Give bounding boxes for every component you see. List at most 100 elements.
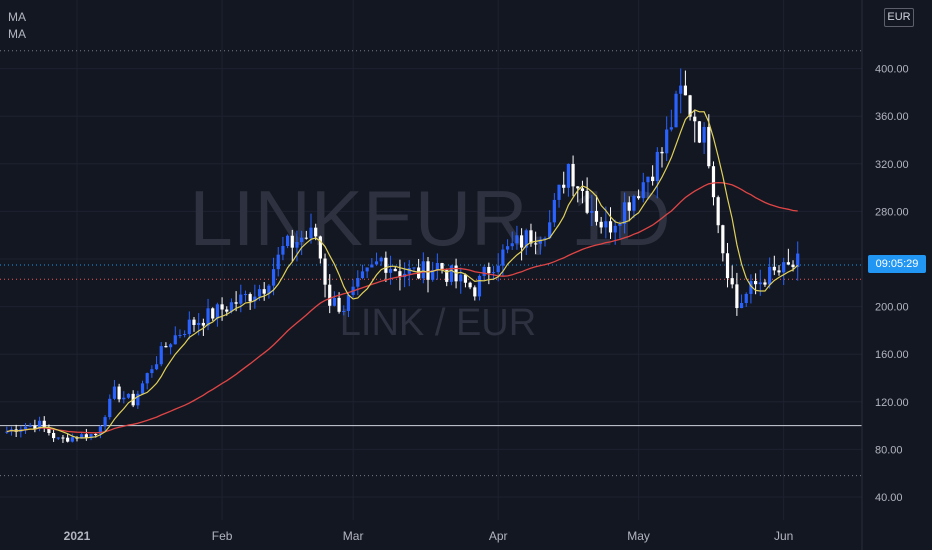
candle-body bbox=[487, 266, 491, 274]
candle-body bbox=[388, 268, 393, 273]
candle-body bbox=[431, 270, 435, 280]
candle-body bbox=[314, 227, 318, 237]
candle-body bbox=[108, 398, 112, 418]
candle-body bbox=[613, 225, 617, 233]
y-tick-label: 80.00 bbox=[875, 444, 903, 456]
candle-body bbox=[215, 304, 219, 319]
candle-body bbox=[332, 297, 336, 306]
candle-body bbox=[786, 262, 790, 265]
candle-body bbox=[688, 95, 692, 117]
candle-body bbox=[524, 230, 528, 248]
candle-body bbox=[463, 274, 468, 283]
candle-body bbox=[356, 278, 360, 287]
x-tick-label: Apr bbox=[489, 529, 508, 543]
candle-body bbox=[548, 222, 552, 239]
candle-body bbox=[735, 284, 739, 309]
candle-body bbox=[94, 434, 98, 436]
candle-body bbox=[290, 235, 294, 248]
candle-body bbox=[665, 129, 669, 154]
candle-body bbox=[608, 221, 613, 233]
candle-body bbox=[749, 281, 753, 294]
candle-body bbox=[632, 196, 636, 211]
candle-body bbox=[243, 294, 248, 296]
candle-body bbox=[566, 163, 570, 188]
candle-body bbox=[201, 322, 205, 326]
candle-body bbox=[52, 433, 56, 439]
candle-body bbox=[501, 249, 505, 266]
candle-body bbox=[679, 85, 683, 94]
x-tick-label: Mar bbox=[343, 529, 364, 543]
candle-body bbox=[360, 271, 365, 279]
candle-body bbox=[520, 235, 524, 248]
candle-body bbox=[323, 258, 327, 285]
candle-body bbox=[178, 334, 182, 336]
candle-body bbox=[112, 386, 117, 399]
candle-body bbox=[702, 126, 706, 143]
candle-body bbox=[730, 278, 734, 285]
candle-body bbox=[37, 420, 42, 429]
candle-body bbox=[42, 420, 46, 428]
candle-body bbox=[412, 267, 416, 269]
candle-body bbox=[126, 393, 131, 398]
candle-body bbox=[627, 202, 631, 211]
candle-body bbox=[398, 271, 402, 278]
candle-body bbox=[711, 166, 716, 198]
candle-body bbox=[744, 293, 748, 303]
candle-body bbox=[716, 197, 720, 226]
candle-body bbox=[225, 309, 229, 312]
candle-body bbox=[229, 302, 234, 312]
candle-body bbox=[777, 270, 781, 273]
candle-body bbox=[337, 297, 341, 312]
candle-body bbox=[796, 253, 800, 268]
candle-body bbox=[80, 434, 84, 439]
y-tick-label: 200.00 bbox=[875, 302, 909, 314]
y-tick-label: 360.00 bbox=[875, 111, 909, 123]
candle-body bbox=[23, 426, 28, 430]
candle-body bbox=[239, 294, 243, 304]
x-tick-label: Jun bbox=[774, 529, 793, 543]
indicator-label-ma-slow[interactable]: MA bbox=[8, 27, 26, 41]
candle-body bbox=[562, 184, 566, 188]
candle-body bbox=[140, 383, 145, 394]
candle-body bbox=[721, 225, 725, 254]
candle-body bbox=[459, 274, 463, 282]
candle-body bbox=[47, 427, 51, 434]
candle-body bbox=[28, 425, 32, 427]
candle-body bbox=[421, 261, 425, 279]
candle-body bbox=[725, 253, 730, 279]
candle-body bbox=[529, 230, 533, 244]
candle-body bbox=[594, 210, 599, 222]
candle-body bbox=[276, 254, 280, 270]
candle-body bbox=[440, 263, 444, 271]
candle-body bbox=[122, 397, 126, 400]
candle-body bbox=[426, 261, 430, 280]
candle-body bbox=[150, 369, 154, 374]
candle-body bbox=[183, 333, 187, 335]
candle-body bbox=[304, 237, 308, 239]
currency-badge[interactable]: EUR bbox=[884, 8, 914, 27]
candle-body bbox=[342, 310, 346, 312]
candle-body bbox=[365, 267, 369, 272]
candle-body bbox=[739, 302, 744, 309]
candle-body bbox=[197, 322, 201, 325]
indicator-label-ma-fast[interactable]: MA bbox=[8, 10, 26, 24]
candle-body bbox=[637, 196, 641, 199]
candle-body bbox=[89, 434, 93, 439]
y-tick-label: 160.00 bbox=[875, 349, 909, 361]
candle-body bbox=[61, 437, 65, 439]
candle-body bbox=[393, 268, 397, 272]
axes: 40.0080.00120.00160.00200.00240.00280.00… bbox=[64, 0, 909, 550]
candle-body bbox=[707, 126, 711, 167]
candle-body bbox=[445, 270, 449, 282]
candle-body bbox=[267, 285, 271, 294]
candle-body bbox=[473, 287, 477, 297]
candle-body bbox=[660, 151, 664, 154]
candle-body bbox=[257, 289, 262, 297]
candle-body bbox=[318, 236, 322, 259]
candle-body bbox=[384, 257, 388, 273]
ma-slow-line bbox=[6, 181, 798, 434]
candle-body bbox=[482, 266, 486, 276]
candle-body bbox=[173, 335, 177, 345]
candle-body bbox=[477, 275, 482, 297]
